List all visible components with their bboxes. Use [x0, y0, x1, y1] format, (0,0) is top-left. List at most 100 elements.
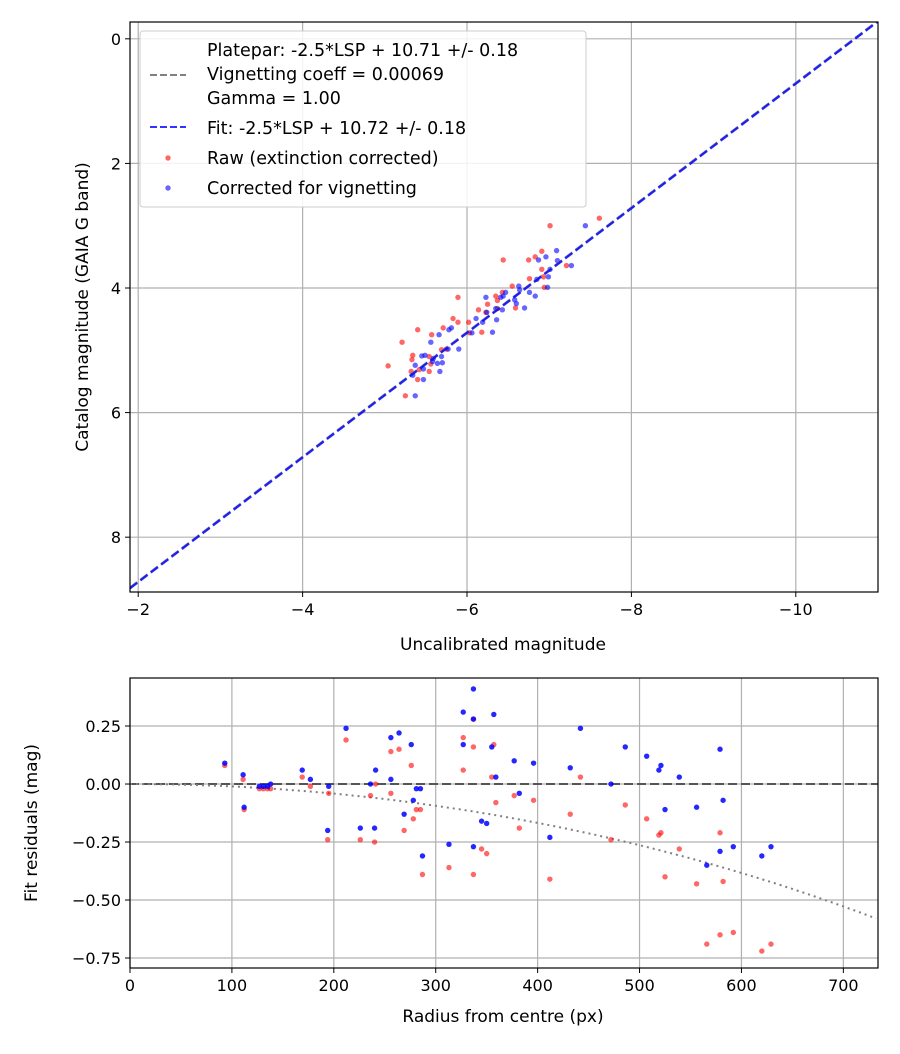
raw-point [563, 262, 570, 269]
bottom-frame [129, 677, 879, 969]
raw-residual-point [371, 839, 378, 845]
corrected-residual-point [371, 825, 378, 831]
corrected-point [412, 362, 418, 368]
raw-point [493, 293, 499, 299]
raw-point [509, 283, 515, 289]
raw-residual-point [483, 850, 490, 857]
legend-fit-label: Fit: -2.5*LSP + 10.72 +/- 0.18 [207, 119, 466, 139]
corrected-residual-point [446, 841, 452, 848]
corrected-residual-point [372, 767, 379, 773]
corrected-residual-point [410, 797, 417, 803]
raw-residual-point [357, 837, 364, 843]
raw-residual-point [413, 806, 420, 813]
corrected-point [553, 247, 560, 254]
corrected-residual-point [326, 783, 332, 790]
raw-residual-point [759, 948, 765, 954]
corrected-residual-point [516, 790, 522, 797]
raw-residual-point [662, 874, 668, 880]
corrected-residual-point [419, 853, 426, 859]
raw-residual-point [408, 762, 414, 769]
corrected-residual-point [325, 827, 331, 834]
raw-residual-point [446, 864, 452, 871]
raw-residual-point [326, 790, 332, 797]
raw-point [547, 223, 553, 229]
bottom-y-tick-label: −0.50 [72, 891, 121, 910]
raw-residual-point [470, 744, 477, 750]
raw-residual-point [720, 878, 726, 885]
raw-residual-point [401, 827, 407, 834]
top-x-tick-label: −2 [126, 600, 150, 619]
raw-residual-point [299, 774, 305, 780]
corrected-point [456, 346, 462, 352]
top-y-tick-label: 2 [111, 154, 121, 173]
raw-residual-point [240, 776, 246, 783]
corrected-residual-point [547, 834, 553, 841]
bottom-plot-area [130, 686, 878, 954]
corrected-point [532, 293, 538, 299]
corrected-point [483, 294, 489, 301]
legend-raw-marker-icon [165, 155, 171, 161]
corrected-point [493, 317, 500, 323]
corrected-residual-point [388, 776, 394, 783]
raw-residual-point [419, 871, 426, 878]
corrected-point [498, 294, 504, 301]
corrected-residual-point [491, 711, 497, 718]
bottom-x-tick-label: 0 [125, 976, 135, 995]
raw-point [414, 327, 421, 333]
raw-residual-point [460, 734, 466, 741]
corrected-point [469, 330, 475, 336]
corrected-residual-point [396, 730, 402, 736]
corrected-point [568, 262, 575, 269]
raw-point [402, 393, 409, 399]
raw-point [484, 301, 491, 307]
corrected-point [499, 307, 506, 313]
corrected-residual-point [470, 686, 477, 692]
legend-corrected-label: Corrected for vignetting [207, 179, 417, 199]
bottom-x-tick-label: 300 [420, 976, 451, 995]
corrected-point [535, 257, 542, 263]
raw-point [526, 275, 533, 282]
raw-residual-point [307, 783, 314, 790]
corrected-point [516, 287, 523, 293]
corrected-residual-point [717, 848, 723, 855]
raw-point [410, 352, 416, 358]
bottom-y-tick-label: 0.25 [85, 717, 121, 736]
corrected-residual-point [768, 843, 774, 850]
raw-residual-point [417, 806, 424, 813]
legend-box [139, 30, 587, 208]
corrected-residual-point [299, 767, 305, 773]
top-y-tick-label: 8 [111, 528, 121, 547]
corrected-residual-point [643, 753, 650, 759]
raw-residual-point [547, 876, 553, 882]
bottom-y-tick-label: −0.75 [72, 949, 121, 968]
top-x-tick-label: −6 [455, 600, 479, 619]
bottom-x-tick-label: 700 [828, 976, 859, 995]
bottom-x-tick-label: 100 [217, 976, 248, 995]
raw-residual-point [367, 792, 374, 799]
corrected-point [513, 300, 520, 307]
corrected-residual-point [241, 804, 247, 810]
raw-point [450, 315, 456, 322]
raw-residual-point [768, 941, 774, 947]
corrected-residual-point [567, 765, 573, 771]
raw-point [414, 376, 421, 383]
corrected-point [428, 339, 434, 345]
corrected-point [422, 352, 428, 358]
corrected-residual-point [408, 741, 414, 748]
raw-point [399, 339, 405, 345]
corrected-residual-point [222, 760, 228, 766]
raw-residual-point [372, 781, 379, 787]
corrected-point [437, 368, 443, 375]
top-plot-area [130, 22, 878, 590]
bottom-x-tick-label: 600 [726, 976, 757, 995]
corrected-residual-point [357, 825, 364, 831]
raw-point [539, 248, 545, 254]
raw-residual-point [489, 774, 495, 780]
raw-point [540, 274, 547, 280]
corrected-point [436, 332, 442, 338]
raw-point [385, 363, 391, 369]
raw-residual-point [730, 929, 736, 936]
bottom-x-tick-label: 400 [522, 976, 553, 995]
raw-residual-point [567, 811, 573, 817]
corrected-residual-point [693, 804, 700, 810]
